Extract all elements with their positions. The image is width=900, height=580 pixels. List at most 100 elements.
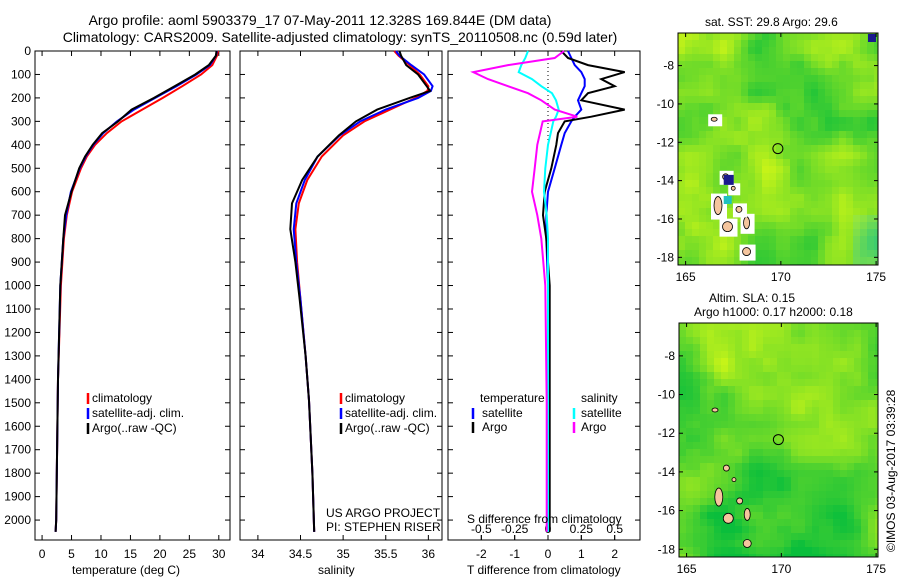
map-cell bbox=[762, 187, 769, 194]
map-cell bbox=[720, 166, 727, 173]
map-cell bbox=[797, 208, 804, 215]
map-cell bbox=[686, 484, 693, 491]
map-cell bbox=[797, 187, 804, 194]
map-cell bbox=[846, 124, 853, 131]
map-cell bbox=[798, 421, 805, 428]
map-cell bbox=[853, 250, 860, 257]
map-cell bbox=[706, 110, 713, 117]
map-cell bbox=[791, 428, 798, 435]
map-cell bbox=[839, 47, 846, 54]
map-cell bbox=[861, 330, 868, 337]
map-cell bbox=[741, 131, 748, 138]
map-cell bbox=[825, 40, 832, 47]
map-cell bbox=[791, 358, 798, 365]
map-cell bbox=[686, 505, 693, 512]
map-cell bbox=[742, 379, 749, 386]
map-cell bbox=[805, 414, 812, 421]
map-cell bbox=[846, 103, 853, 110]
map-cell bbox=[755, 61, 762, 68]
map-cell bbox=[685, 75, 692, 82]
map-cell bbox=[784, 330, 791, 337]
map-cell bbox=[748, 103, 755, 110]
map-cell bbox=[686, 491, 693, 498]
x-tick-label: 34.5 bbox=[289, 547, 313, 561]
map-cell bbox=[699, 236, 706, 243]
map-cell bbox=[735, 540, 742, 547]
map-cell bbox=[818, 152, 825, 159]
map-cell bbox=[784, 526, 791, 533]
map-cell bbox=[784, 519, 791, 526]
map-cell bbox=[798, 505, 805, 512]
map-cell bbox=[804, 117, 811, 124]
map-cell bbox=[679, 365, 686, 372]
map-cell bbox=[791, 505, 798, 512]
map-cell bbox=[777, 526, 784, 533]
map-cell bbox=[826, 526, 833, 533]
map-cell bbox=[812, 540, 819, 547]
map-cell bbox=[776, 180, 783, 187]
map-cell bbox=[756, 435, 763, 442]
island-shape bbox=[710, 116, 718, 122]
map-cell bbox=[868, 456, 875, 463]
map-cell bbox=[812, 386, 819, 393]
map-cell bbox=[714, 323, 721, 330]
map-cell bbox=[727, 131, 734, 138]
map-cell bbox=[832, 47, 839, 54]
map-cell bbox=[811, 131, 818, 138]
map-cell bbox=[748, 159, 755, 166]
map-cell bbox=[678, 243, 685, 250]
map-cell bbox=[693, 526, 700, 533]
map-cell bbox=[812, 358, 819, 365]
map-cell bbox=[819, 519, 826, 526]
map-cell bbox=[818, 54, 825, 61]
map-cell bbox=[811, 180, 818, 187]
temp-legend-climatology: climatology bbox=[92, 391, 153, 405]
map-cell bbox=[797, 131, 804, 138]
map-cell bbox=[860, 187, 867, 194]
map-cell bbox=[678, 82, 685, 89]
map-cell bbox=[819, 421, 826, 428]
map-cell bbox=[812, 484, 819, 491]
map-cell bbox=[840, 323, 847, 330]
map-cell bbox=[679, 379, 686, 386]
map-cell bbox=[707, 491, 714, 498]
map-cell bbox=[763, 512, 770, 519]
map-cell bbox=[700, 505, 707, 512]
map-cell bbox=[756, 477, 763, 484]
map-cell bbox=[846, 145, 853, 152]
map-cell bbox=[727, 159, 734, 166]
map-cell bbox=[846, 47, 853, 54]
map-cell bbox=[720, 152, 727, 159]
map-cell bbox=[755, 201, 762, 208]
map-cell bbox=[692, 124, 699, 131]
map-cell bbox=[854, 393, 861, 400]
map-cell bbox=[734, 68, 741, 75]
map-cell bbox=[770, 372, 777, 379]
map-cell bbox=[713, 250, 720, 257]
map-cell bbox=[714, 365, 721, 372]
map-cell bbox=[791, 449, 798, 456]
map-cell bbox=[706, 103, 713, 110]
map-cell bbox=[846, 236, 853, 243]
map-cell bbox=[769, 257, 776, 264]
map-x-tick-label: 175 bbox=[866, 270, 886, 284]
map-cell bbox=[720, 103, 727, 110]
map-cell bbox=[727, 103, 734, 110]
map-cell bbox=[805, 519, 812, 526]
map-cell bbox=[832, 103, 839, 110]
map-cell bbox=[853, 89, 860, 96]
map-cell bbox=[679, 526, 686, 533]
map-cell bbox=[678, 173, 685, 180]
map-cell bbox=[847, 337, 854, 344]
map-cell bbox=[875, 547, 878, 554]
map-cell bbox=[819, 547, 826, 554]
map-cell bbox=[748, 110, 755, 117]
map-cell bbox=[763, 344, 770, 351]
map-cell bbox=[679, 323, 686, 330]
map-cell bbox=[811, 47, 818, 54]
map-cell bbox=[769, 243, 776, 250]
map-cell bbox=[734, 215, 741, 222]
map-cell bbox=[818, 68, 825, 75]
map-cell bbox=[798, 351, 805, 358]
map-cell bbox=[735, 393, 742, 400]
